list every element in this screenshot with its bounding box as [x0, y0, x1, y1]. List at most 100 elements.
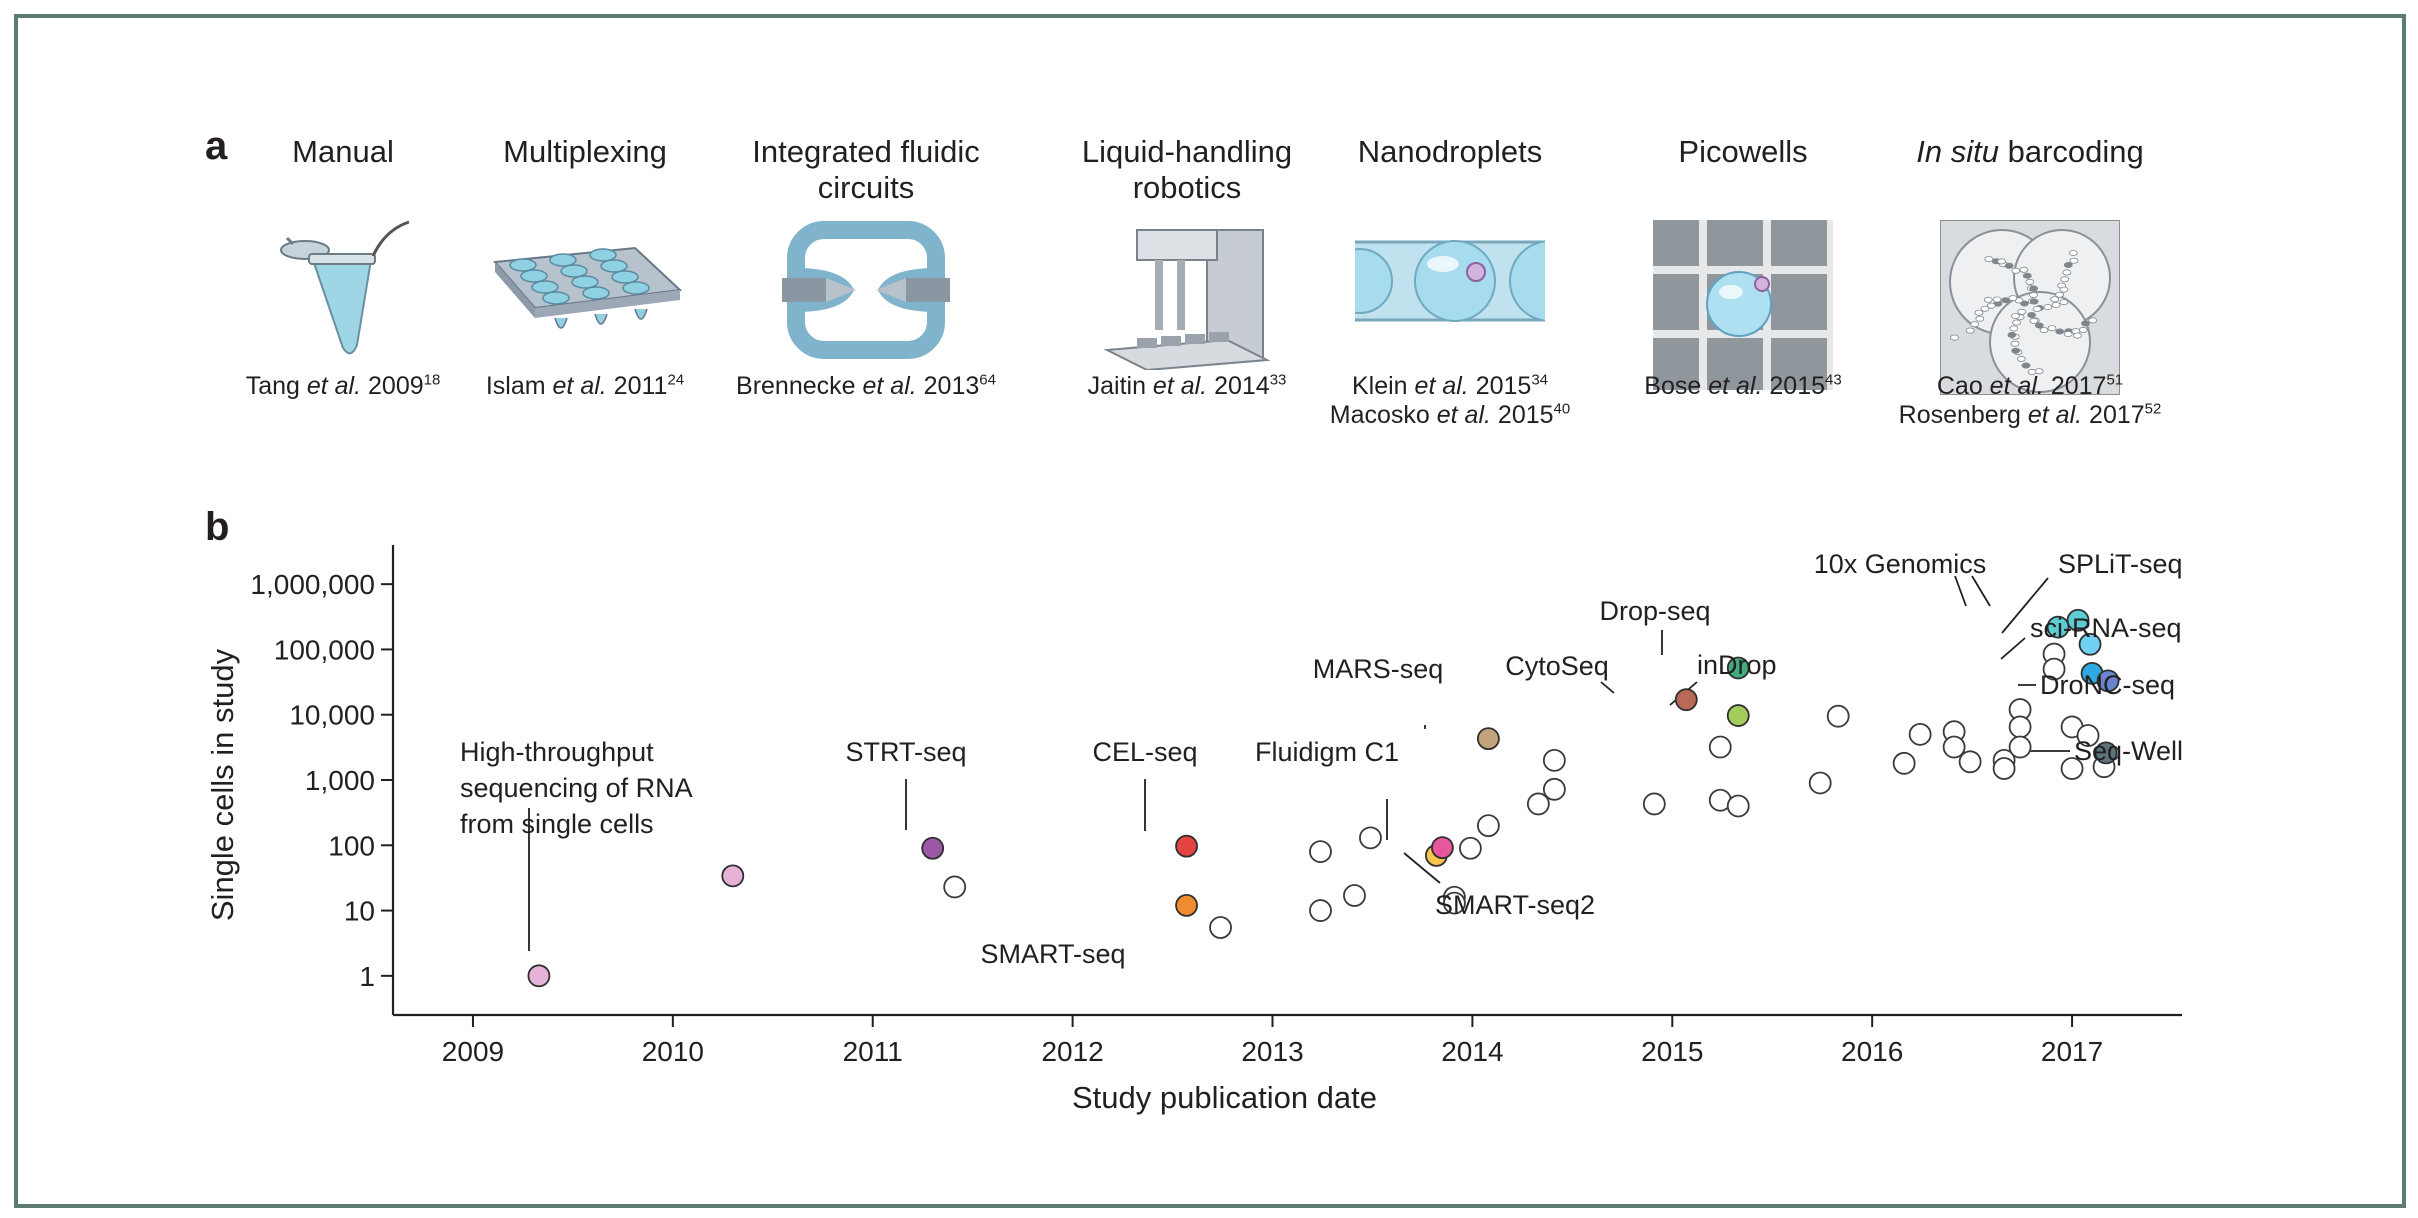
technique-citation: Islam et al. 201124: [485, 371, 685, 400]
data-point-open: [1726, 794, 1750, 818]
y-tick-label: 1,000,000: [250, 569, 375, 600]
data-point-open: [943, 875, 967, 899]
technique-citation: Brennecke et al. 201364: [736, 371, 996, 400]
liquid-handling-robot-icon: [1097, 220, 1277, 375]
data-point-highlighted: [1431, 836, 1454, 860]
data-point-open: [1526, 792, 1550, 816]
data-point-highlighted: [2046, 615, 2070, 639]
annotation-label: CytoSeq: [1505, 651, 1609, 681]
annotation-leader-line: [1971, 575, 1991, 607]
data-point-highlighted: [2066, 608, 2090, 632]
data-point-open: [2008, 735, 2032, 759]
x-tick-label: 2014: [1441, 1036, 1503, 1067]
data-point-open: [2042, 657, 2066, 681]
x-tick-label: 2012: [1041, 1036, 1103, 1067]
data-point-highlighted: [1175, 834, 1198, 858]
x-tick-label: 2009: [442, 1036, 504, 1067]
technique-citation: Jaitin et al. 201433: [1087, 371, 1287, 400]
technique-citation: Bose et al. 201543: [1644, 371, 1842, 400]
annotation-label: SPLiT-seq: [2058, 549, 2183, 579]
annotation-label: sequencing of RNA: [460, 773, 693, 803]
picowell-grid-icon: [1643, 210, 1833, 395]
annotation-label: SMART-seq2: [1435, 890, 1595, 920]
y-tick-label: 100: [328, 830, 375, 861]
x-tick-label: 2017: [2041, 1036, 2103, 1067]
data-point-open: [2008, 715, 2032, 739]
technique-insitu: In situ barcoding Cao et al. 201751 Rosen…: [1880, 134, 2180, 429]
microcentrifuge-tube-icon: [253, 220, 433, 375]
technique-title: Manual: [292, 134, 394, 169]
annotation-label: inDrop: [1697, 650, 1777, 680]
annotation-leader-line: [1954, 575, 1967, 607]
technique-picowells: Picowells Bose et al. 201543: [1593, 134, 1893, 400]
x-tick-label: 2016: [1841, 1036, 1903, 1067]
annotation-label: DroNC-seq: [2040, 670, 2175, 700]
technique-title: Picowells: [1678, 134, 1808, 169]
data-point-highlighted: [1674, 688, 1698, 712]
data-point-highlighted: [921, 836, 945, 860]
annotation-label: from single cells: [460, 809, 654, 839]
data-point-open: [1309, 899, 1332, 922]
technique-ifc: Integrated fluidic circuits Brennecke et …: [716, 134, 1016, 400]
technique-citation: Tang et al. 200918: [245, 371, 441, 400]
technique-title: Multiplexing: [503, 134, 667, 169]
annotation-leader-line: [2001, 577, 2049, 634]
data-point-open: [1826, 704, 1850, 728]
multiwell-plate-icon: [485, 220, 685, 355]
x-tick-label: 2010: [642, 1036, 704, 1067]
data-point-highlighted: [2094, 741, 2118, 765]
annotation-label: sci-RNA-seq: [2030, 613, 2182, 643]
technique-manual: Manual Tang et al. 200918: [193, 134, 493, 400]
data-point-highlighted: [1726, 704, 1750, 727]
y-tick-label: 10: [344, 896, 375, 927]
data-point-open: [1542, 777, 1566, 801]
data-point-highlighted: [721, 864, 745, 888]
data-point-highlighted: [2078, 632, 2102, 656]
data-point-open: [1476, 814, 1500, 838]
x-tick-label: 2011: [843, 1036, 903, 1067]
technique-citation: Klein et al. 201534 Macosko et al. 201540: [1329, 371, 1571, 429]
x-tick-label: 2013: [1241, 1036, 1303, 1067]
annotation-leader-line: [1403, 852, 1441, 884]
data-point-open: [1992, 757, 2016, 780]
annotation-leader-line: [1600, 681, 1615, 694]
data-point-open: [1892, 751, 1916, 775]
data-point-open: [1958, 750, 1982, 774]
technique-title: In situ barcoding: [1916, 134, 2144, 169]
annotation-label: Drop-seq: [1599, 596, 1710, 626]
annotation-label: CEL-seq: [1092, 737, 1197, 767]
technique-multiplexing: Multiplexing Islam et al. 201124: [435, 134, 735, 400]
annotation-label: High-throughput: [460, 737, 654, 767]
data-point-open: [1343, 884, 1366, 907]
data-point-open: [1458, 836, 1482, 860]
annotation-label: Seq-Well: [2074, 736, 2183, 766]
data-point-open: [1209, 916, 1232, 939]
annotation-label: MARS-seq: [1313, 654, 1444, 684]
annotation-leader-line: [2000, 637, 2026, 660]
data-point-open: [2060, 757, 2084, 780]
data-point-open: [1359, 826, 1382, 850]
y-tick-label: 100,000: [274, 634, 375, 665]
data-point-highlighted: [527, 964, 551, 988]
technique-robotics: Liquid-handling robotics Jaitin et al. 20…: [1037, 134, 1337, 400]
panel-a-label: a: [205, 124, 228, 168]
data-point-open: [1642, 792, 1666, 816]
y-tick-label: 1,000: [305, 765, 375, 796]
technique-title: Liquid-handling robotics: [1081, 134, 1293, 205]
annotation-label: STRT-seq: [845, 737, 966, 767]
data-point-highlighted: [2096, 669, 2120, 693]
data-point-open: [1309, 840, 1332, 864]
data-point-open: [2076, 724, 2100, 747]
data-point-open: [1708, 735, 1732, 759]
data-point-open: [1942, 735, 1966, 759]
data-point-open: [1542, 748, 1566, 772]
data-point-highlighted: [1476, 727, 1500, 751]
technique-title: Integrated fluidic circuits: [752, 134, 980, 205]
y-tick-label: 1: [359, 961, 375, 992]
annotation-label: 10x Genomics: [1814, 549, 1987, 579]
annotation-label: Fluidigm C1: [1255, 737, 1399, 767]
data-point-open: [1443, 891, 1466, 915]
data-point-open: [1908, 722, 1932, 746]
fluidic-circuit-icon: [776, 220, 956, 365]
